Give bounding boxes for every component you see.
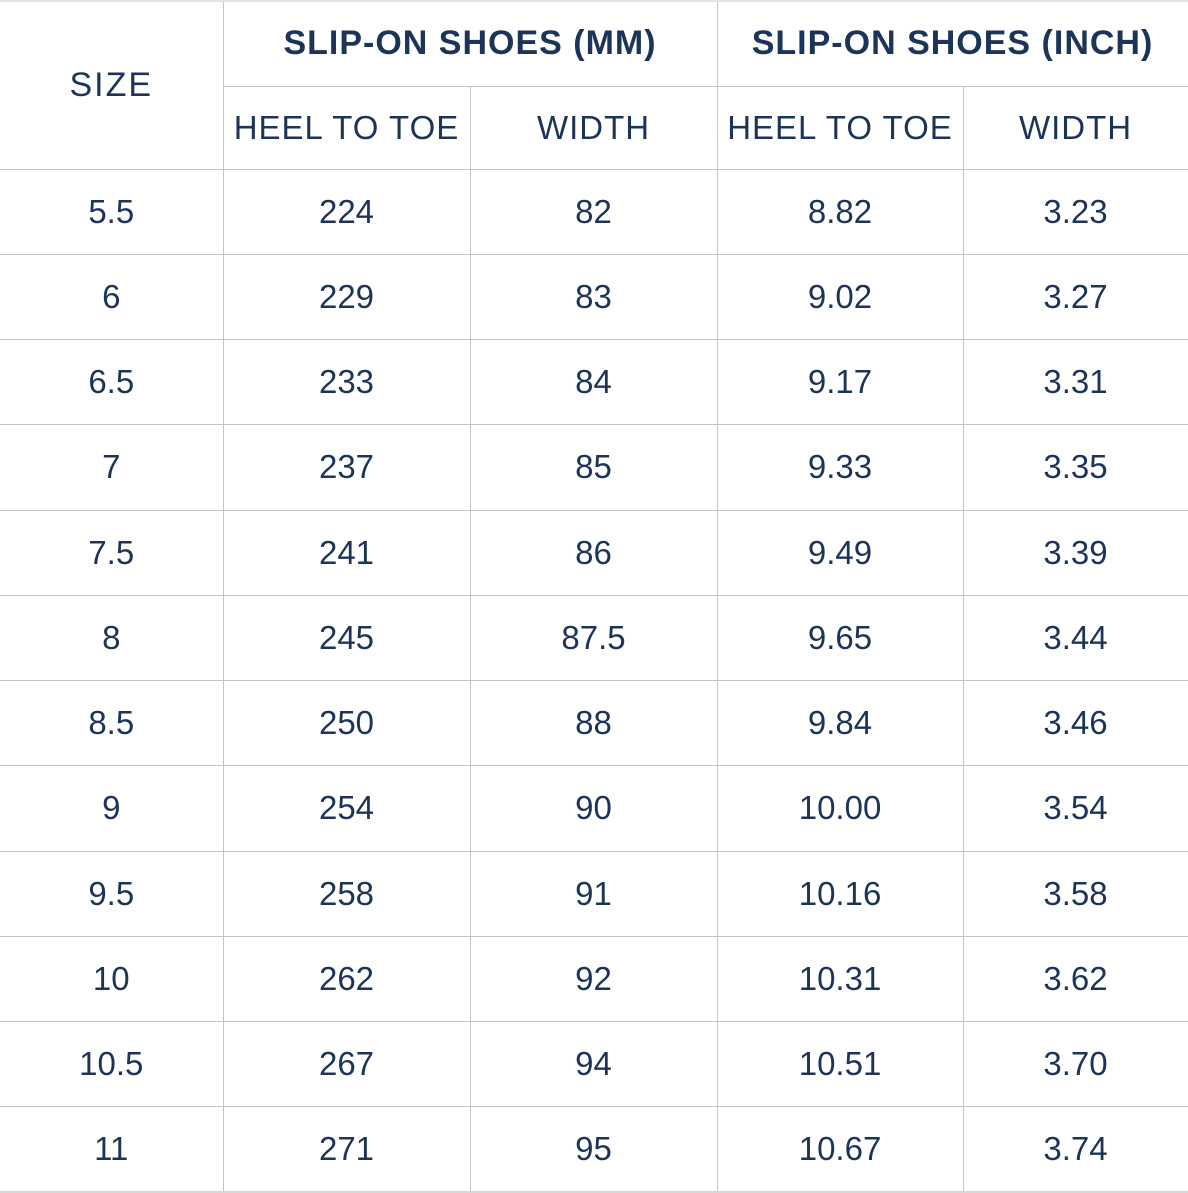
cell-inch-heel-to-toe: 10.51 (716, 1020, 964, 1108)
cell-mm-heel-to-toe: 233 (222, 338, 471, 426)
column-group-header-mm: SLIP-ON SHOES (MM) (222, 2, 718, 87)
cell-inch-heel-to-toe: 10.31 (716, 935, 964, 1023)
cell-mm-width: 94 (469, 1020, 718, 1108)
cell-mm-heel-to-toe: 262 (222, 935, 471, 1023)
cell-mm-width: 85 (469, 424, 718, 511)
cell-mm-width: 87.5 (469, 594, 718, 682)
header-sub-row: HEEL TO TOE WIDTH HEEL TO TOE WIDTH (0, 85, 1188, 170)
table-row: 7.5 241 86 9.49 3.39 (0, 509, 1188, 596)
cell-inch-heel-to-toe: 9.17 (716, 338, 964, 426)
cell-inch-width: 3.62 (962, 935, 1188, 1023)
cell-mm-width: 95 (469, 1106, 718, 1191)
cell-size: 6 (0, 253, 224, 341)
cell-inch-width: 3.74 (962, 1106, 1188, 1191)
table-row: 8 245 87.5 9.65 3.44 (0, 594, 1188, 682)
table-row: 6 229 83 9.02 3.27 (0, 253, 1188, 341)
header-group-row: SIZE SLIP-ON SHOES (MM) SLIP-ON SHOES (I… (0, 2, 1188, 170)
cell-inch-width: 3.46 (962, 679, 1188, 767)
cell-size: 9 (0, 765, 224, 852)
table-row: 10.5 267 94 10.51 3.70 (0, 1020, 1188, 1108)
cell-inch-heel-to-toe: 10.16 (716, 850, 964, 937)
cell-inch-heel-to-toe: 9.65 (716, 594, 964, 682)
table-body: 5.5 224 82 8.82 3.23 6 229 83 9.02 3.27 … (0, 168, 1188, 1191)
cell-size: 10.5 (0, 1020, 224, 1108)
column-header-inch-width: WIDTH (962, 85, 1188, 170)
cell-inch-width: 3.39 (962, 509, 1188, 596)
cell-mm-heel-to-toe: 237 (222, 424, 471, 511)
cell-mm-heel-to-toe: 224 (222, 168, 471, 255)
cell-size: 6.5 (0, 338, 224, 426)
cell-inch-heel-to-toe: 9.84 (716, 679, 964, 767)
cell-mm-width: 88 (469, 679, 718, 767)
table-row: 9.5 258 91 10.16 3.58 (0, 850, 1188, 937)
column-header-mm-heel-to-toe: HEEL TO TOE (223, 85, 471, 170)
cell-mm-width: 82 (469, 168, 718, 255)
table-header: SIZE SLIP-ON SHOES (MM) SLIP-ON SHOES (I… (0, 2, 1188, 170)
cell-mm-width: 91 (469, 850, 718, 937)
cell-mm-heel-to-toe: 271 (222, 1106, 471, 1191)
cell-size: 9.5 (0, 850, 224, 937)
cell-size: 7.5 (0, 509, 224, 596)
cell-mm-heel-to-toe: 258 (222, 850, 471, 937)
cell-inch-width: 3.54 (962, 765, 1188, 852)
column-header-size: SIZE (0, 2, 224, 170)
cell-size: 5.5 (0, 168, 224, 255)
table-row: 6.5 233 84 9.17 3.31 (0, 338, 1188, 426)
cell-mm-heel-to-toe: 229 (222, 253, 471, 341)
cell-inch-heel-to-toe: 9.02 (716, 253, 964, 341)
cell-size: 11 (0, 1106, 224, 1191)
cell-size: 8 (0, 594, 224, 682)
cell-mm-heel-to-toe: 254 (222, 765, 471, 852)
cell-inch-width: 3.70 (962, 1020, 1188, 1108)
cell-size: 10 (0, 935, 224, 1023)
column-header-inch-heel-to-toe: HEEL TO TOE (716, 85, 964, 170)
cell-inch-heel-to-toe: 8.82 (716, 168, 964, 255)
column-header-mm-width: WIDTH (469, 85, 718, 170)
table-row: 8.5 250 88 9.84 3.46 (0, 679, 1188, 767)
cell-mm-heel-to-toe: 241 (222, 509, 471, 596)
table-row: 5.5 224 82 8.82 3.23 (0, 168, 1188, 255)
cell-inch-width: 3.44 (962, 594, 1188, 682)
cell-inch-heel-to-toe: 10.00 (716, 765, 964, 852)
cell-inch-width: 3.58 (962, 850, 1188, 937)
cell-mm-heel-to-toe: 267 (222, 1020, 471, 1108)
cell-mm-width: 83 (469, 253, 718, 341)
cell-mm-width: 90 (469, 765, 718, 852)
cell-size: 7 (0, 424, 224, 511)
cell-inch-width: 3.27 (962, 253, 1188, 341)
cell-inch-width: 3.23 (962, 168, 1188, 255)
table-row: 9 254 90 10.00 3.54 (0, 765, 1188, 852)
table-row: 11 271 95 10.67 3.74 (0, 1106, 1188, 1191)
table-row: 10 262 92 10.31 3.62 (0, 935, 1188, 1023)
cell-mm-width: 84 (469, 338, 718, 426)
cell-mm-width: 92 (469, 935, 718, 1023)
cell-mm-width: 86 (469, 509, 718, 596)
cell-inch-heel-to-toe: 10.67 (716, 1106, 964, 1191)
table-row: 7 237 85 9.33 3.35 (0, 424, 1188, 511)
cell-size: 8.5 (0, 679, 224, 767)
cell-inch-heel-to-toe: 9.33 (716, 424, 964, 511)
cell-mm-heel-to-toe: 245 (222, 594, 471, 682)
column-group-header-inch: SLIP-ON SHOES (INCH) (716, 2, 1188, 87)
cell-mm-heel-to-toe: 250 (222, 679, 471, 767)
cell-inch-width: 3.31 (962, 338, 1188, 426)
cell-inch-heel-to-toe: 9.49 (716, 509, 964, 596)
cell-inch-width: 3.35 (962, 424, 1188, 511)
